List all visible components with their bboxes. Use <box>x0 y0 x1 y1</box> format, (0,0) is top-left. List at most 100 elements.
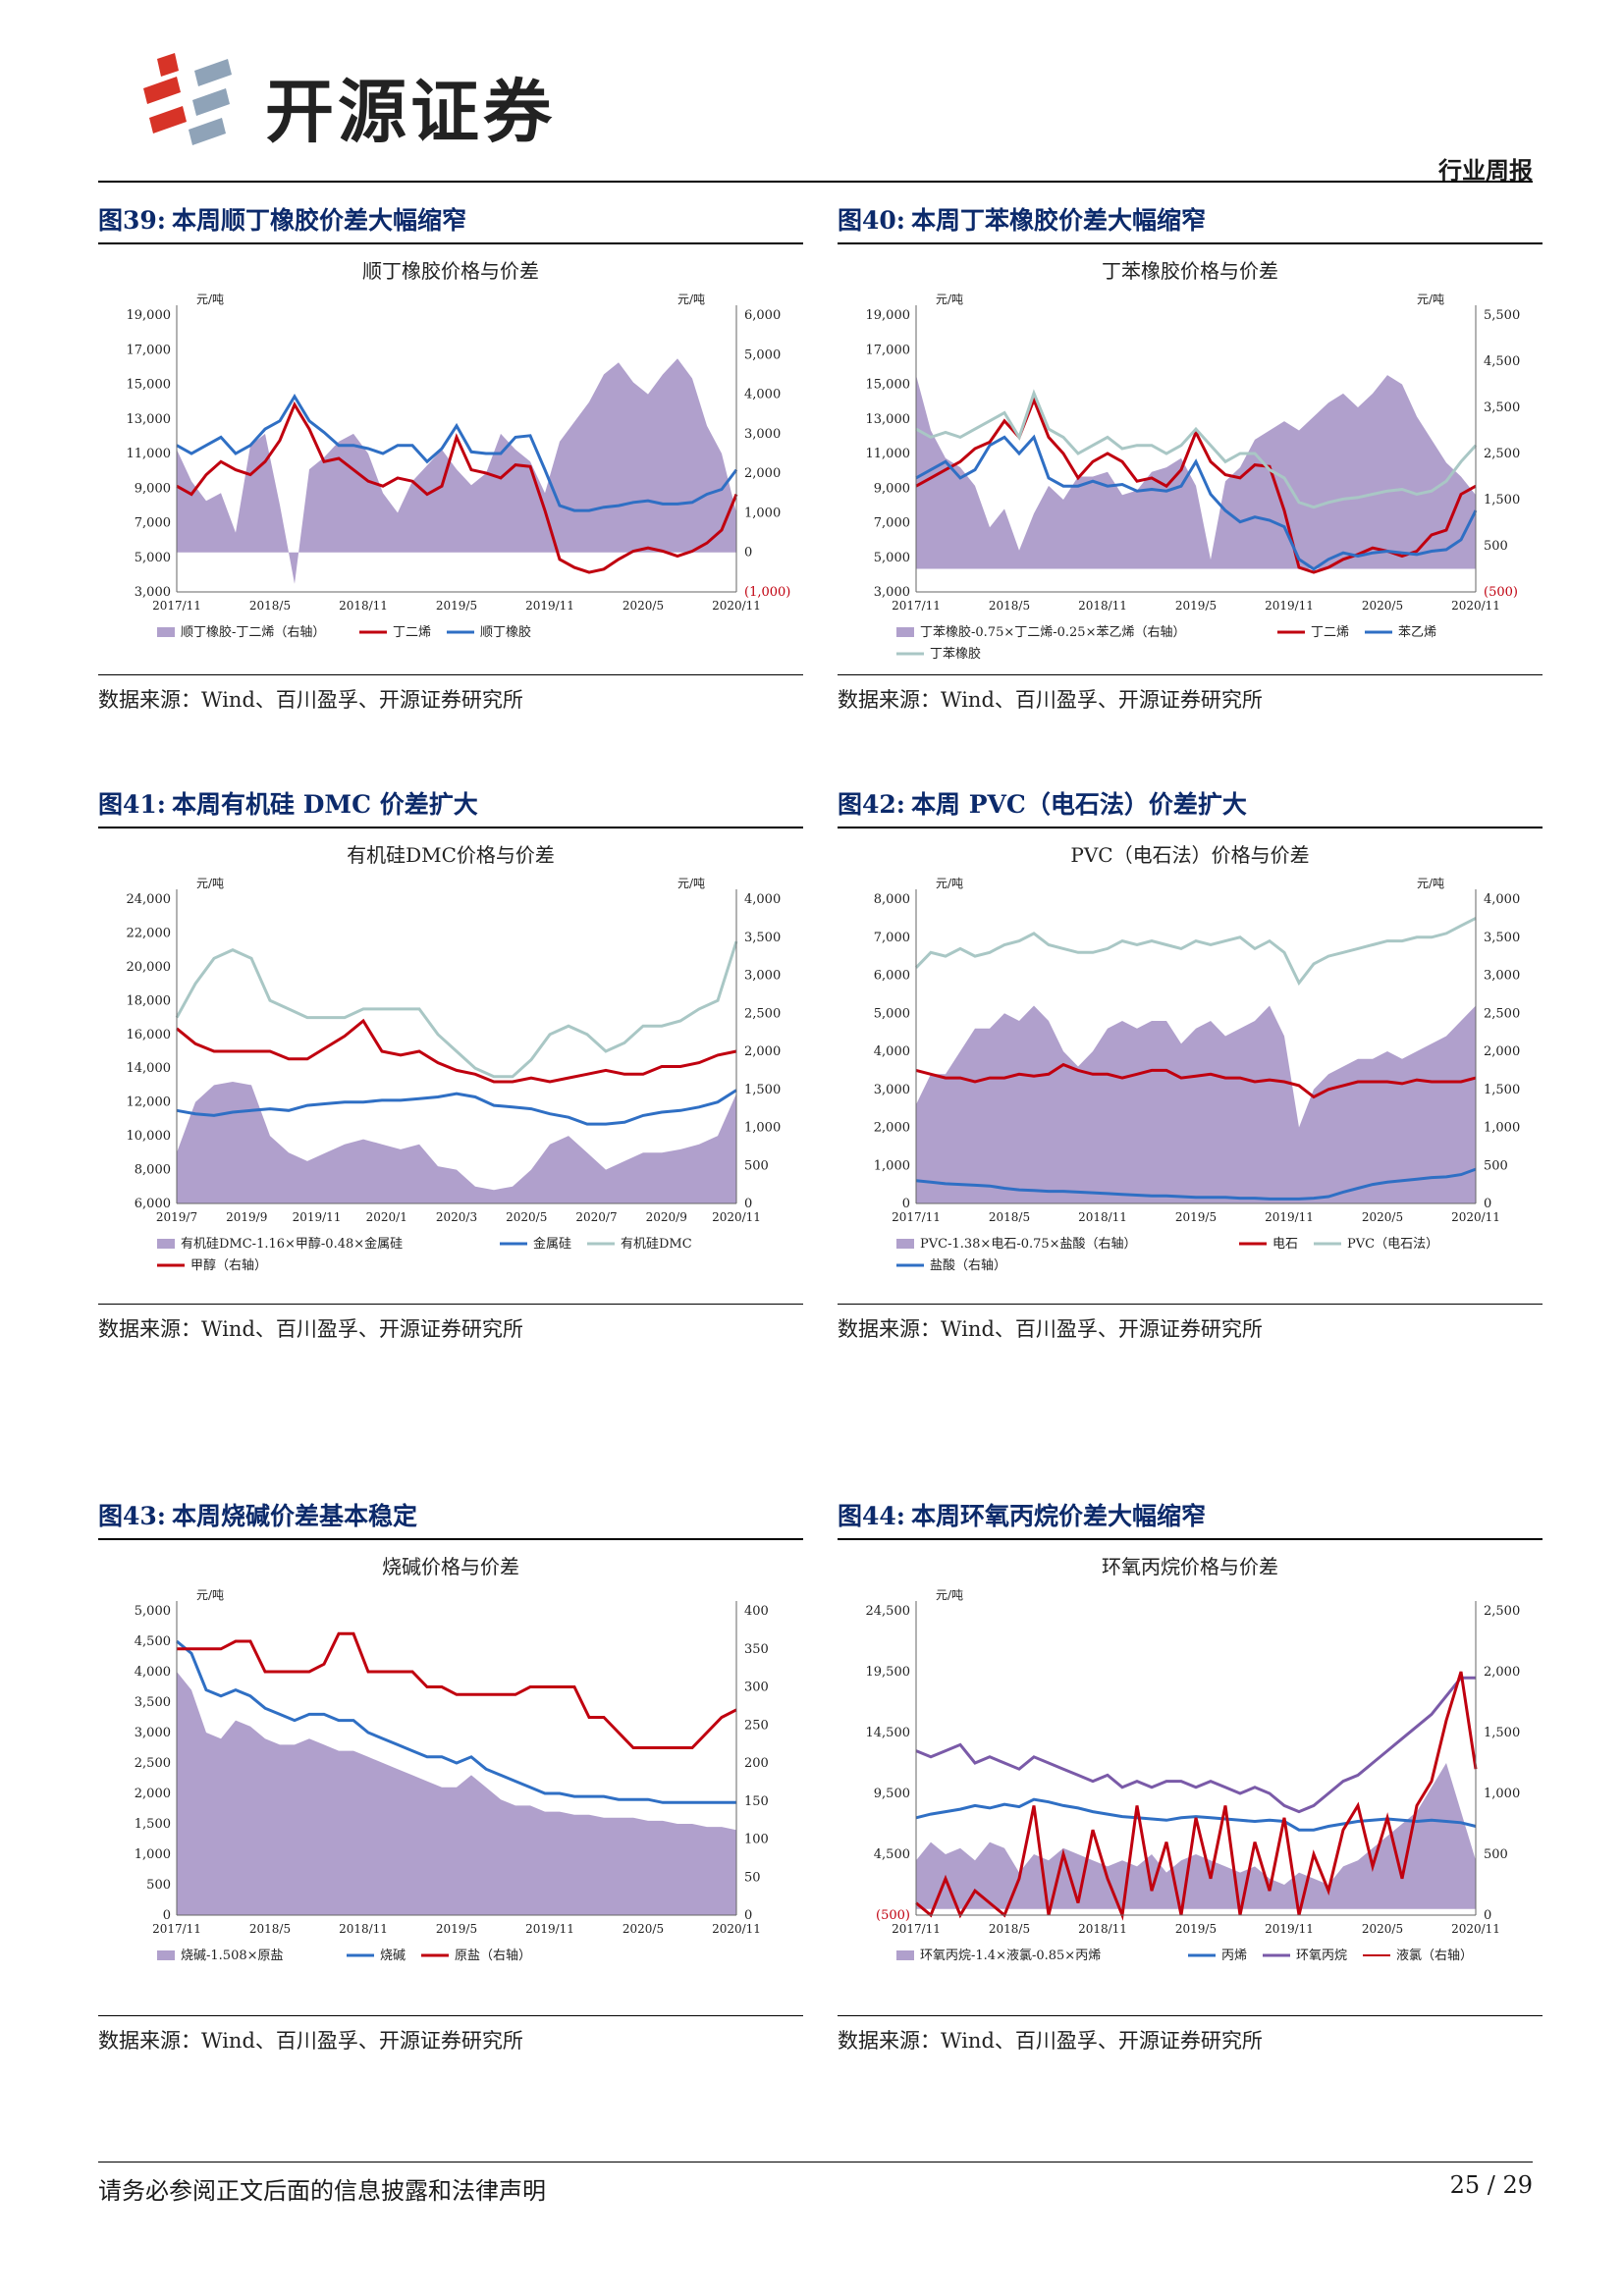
logo-mark-icon <box>143 53 232 145</box>
right-tick-label: 500 <box>1484 1158 1508 1173</box>
left-tick-label: 7,000 <box>874 516 910 531</box>
legend-swatch <box>896 1239 914 1249</box>
chart-title: PVC（电石法）价格与价差 <box>1070 843 1309 867</box>
series-line-1 <box>915 1797 1477 1832</box>
series-area-0 <box>916 375 1476 569</box>
left-axis-unit: 元/吨 <box>936 1588 963 1602</box>
right-tick-label: 0 <box>1484 1908 1491 1923</box>
figure-41: 图41: 本周有机硅 DMC 价差扩大 有机硅DMC价格与价差 元/吨 元/吨 24,0… <box>98 785 803 1341</box>
x-tick-label: 2020/5 <box>506 1210 547 1224</box>
x-tick-label: 2018/5 <box>249 599 291 613</box>
x-tick-label: 2019/11 <box>1265 1922 1314 1936</box>
legend-swatch <box>896 627 914 637</box>
left-tick-label: 10,000 <box>127 1129 172 1144</box>
legend-label: PVC（电石法） <box>1347 1237 1438 1252</box>
legend-label: 金属硅 <box>533 1236 571 1252</box>
left-tick-label: 20,000 <box>127 960 172 975</box>
x-tick-label: 2020/11 <box>712 599 761 613</box>
left-tick-label: 1,000 <box>874 1158 910 1173</box>
series-line-3 <box>915 389 1478 509</box>
x-tick-label: 2019/11 <box>525 1922 574 1936</box>
x-tick-label: 2018/5 <box>989 1210 1030 1224</box>
x-tick-label: 2017/11 <box>152 1922 201 1936</box>
figure-39: 图39: 本周顺丁橡胶价差大幅缩窄 顺丁橡胶价格与价差 元/吨 元/吨 19,000 17… <box>98 201 803 721</box>
series-line-3 <box>915 1671 1478 1921</box>
x-tick-label: 2017/11 <box>892 1922 941 1936</box>
company-logo: 开源证券 <box>137 49 609 152</box>
left-tick-label: 5,000 <box>874 1006 910 1021</box>
left-tick-label: 5,000 <box>135 1604 171 1619</box>
left-tick-label: 13,000 <box>866 412 911 427</box>
left-tick-label: 9,000 <box>135 481 171 496</box>
x-tick-label: 2020/11 <box>1451 599 1500 613</box>
x-tick-label: 2019/11 <box>1265 1210 1314 1224</box>
legend-label: 有机硅DMC <box>621 1237 692 1252</box>
footer-divider <box>98 2162 1533 2163</box>
right-tick-label: 1,000 <box>1484 1787 1520 1801</box>
figure-44: 图44: 本周环氧丙烷价差大幅缩窄 环氧丙烷价格与价差 元/吨 24,500 19,50… <box>838 1497 1543 2053</box>
right-tick-label: 5,500 <box>1484 308 1520 323</box>
left-tick-label: 7,000 <box>874 931 910 945</box>
series-area-0 <box>916 1005 1476 1203</box>
series-line-2 <box>177 1631 737 1749</box>
x-tick-label: 2020/11 <box>1451 1922 1500 1936</box>
x-tick-label: 2017/11 <box>892 599 941 613</box>
x-tick-label: 2019/11 <box>525 599 574 613</box>
left-tick-label: 2,000 <box>135 1787 171 1801</box>
left-tick-label: 14,500 <box>866 1726 911 1740</box>
legend-label: 甲醇（右轴） <box>190 1257 267 1273</box>
chart-title: 有机硅DMC价格与价差 <box>347 843 555 867</box>
x-tick-label: 2020/11 <box>712 1210 761 1224</box>
company-name: 开源证券 <box>265 72 556 152</box>
x-tick-label: 2018/11 <box>339 1922 388 1936</box>
x-tick-label: 2019/11 <box>293 1210 342 1224</box>
legend-label: 盐酸（右轴） <box>930 1258 1006 1273</box>
header-divider <box>98 181 1533 183</box>
legend-swatch <box>157 627 175 637</box>
right-tick-label: 3,500 <box>1484 931 1520 945</box>
x-tick-label: 2018/11 <box>339 599 388 613</box>
series-line-1 <box>176 1639 736 1804</box>
left-tick-label: 2,500 <box>135 1756 171 1771</box>
right-tick-label: 4,000 <box>1484 892 1520 907</box>
left-tick-label: 9,000 <box>874 481 910 496</box>
right-axis-unit: 元/吨 <box>1417 293 1444 306</box>
right-tick-label: 350 <box>744 1642 769 1657</box>
left-tick-label: 4,000 <box>135 1665 171 1680</box>
left-tick-label: 16,000 <box>127 1028 172 1042</box>
x-tick-label: 2020/9 <box>646 1210 687 1224</box>
figure-title: 图41: 本周有机硅 DMC 价差扩大 <box>98 790 478 819</box>
left-tick-label: 7,000 <box>135 516 171 531</box>
right-tick-label: 0 <box>1484 1197 1491 1211</box>
right-tick-label: 2,000 <box>744 1044 781 1059</box>
left-tick-label: 15,000 <box>127 378 172 393</box>
doc-type: 行业周报 <box>1438 157 1533 185</box>
right-tick-label: 0 <box>744 1197 752 1211</box>
left-tick-label: 19,500 <box>866 1665 911 1680</box>
left-tick-label: 12,000 <box>127 1095 172 1110</box>
series-line-1 <box>915 1062 1477 1099</box>
right-tick-label: 1,500 <box>1484 1726 1520 1740</box>
x-tick-label: 2020/11 <box>712 1922 761 1936</box>
left-tick-label: 500 <box>146 1878 171 1893</box>
right-tick-label: 3,500 <box>744 931 781 945</box>
right-tick-label: 2,000 <box>1484 1665 1520 1680</box>
chart-title: 环氧丙烷价格与价差 <box>1102 1555 1278 1578</box>
legend-label: 丁二烯 <box>393 625 431 640</box>
series-line-2 <box>914 917 1477 987</box>
left-tick-label: 19,000 <box>127 308 172 323</box>
x-tick-label: 2017/11 <box>152 599 201 613</box>
series-line-2 <box>915 434 1478 571</box>
x-tick-label: 2019/9 <box>226 1210 267 1224</box>
right-tick-label: 3,000 <box>744 427 781 442</box>
right-tick-label: 1,500 <box>1484 493 1520 507</box>
left-tick-label: 3,000 <box>874 1083 910 1097</box>
left-axis-unit: 元/吨 <box>196 1588 224 1602</box>
right-tick-label: 250 <box>744 1718 769 1733</box>
left-tick-label: 6,000 <box>135 1197 171 1211</box>
data-source: 数据来源：Wind、百川盈孚、开源证券研究所 <box>838 1317 1263 1341</box>
series-line-1 <box>915 396 1477 574</box>
